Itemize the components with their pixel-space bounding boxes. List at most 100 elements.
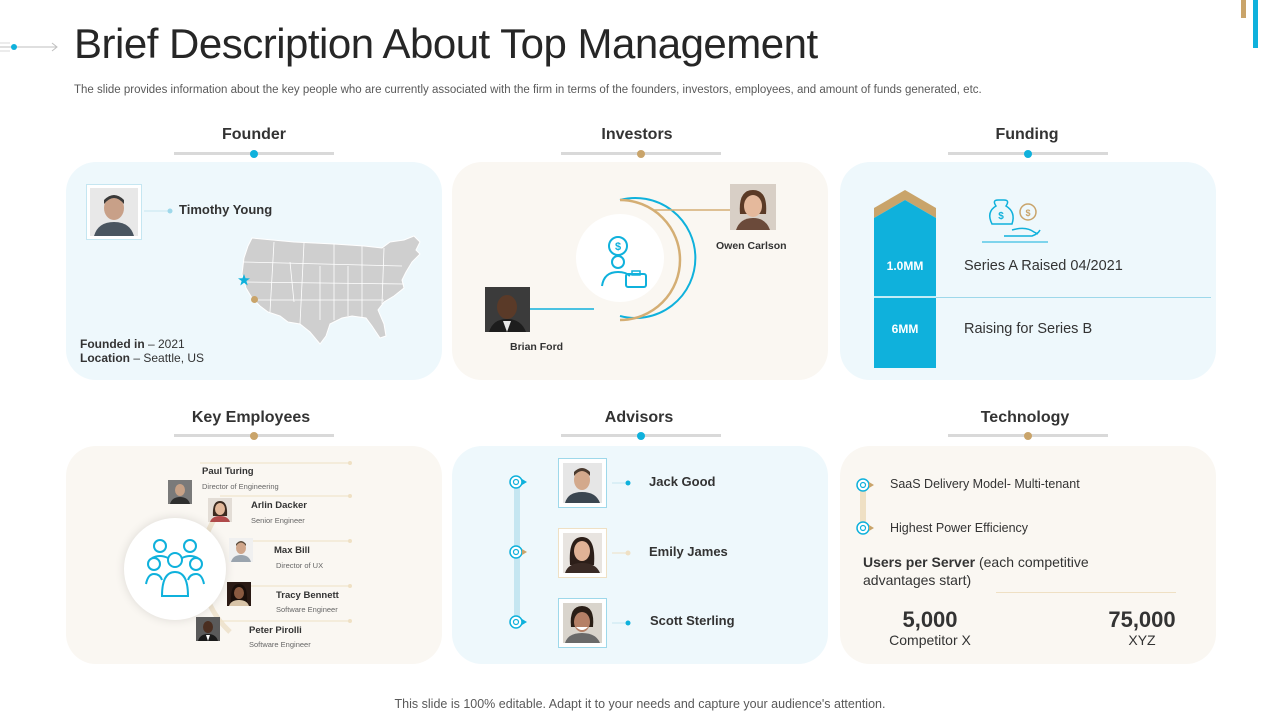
investor-avatar-brian xyxy=(485,287,530,332)
person-avatar-icon xyxy=(563,533,602,573)
key-employees-heading: Key Employees xyxy=(191,409,311,426)
users-per-server: Users per Server (each competitive advan… xyxy=(863,553,1163,589)
employee-role-arlin: Senior Engineer xyxy=(251,516,305,525)
location-marker xyxy=(251,296,258,303)
target-icon xyxy=(856,521,874,535)
person-avatar-icon xyxy=(208,498,232,522)
target-icon xyxy=(509,545,527,559)
person-avatar-icon xyxy=(196,617,220,641)
technology-panel xyxy=(840,446,1216,664)
users-per-server-label: Users per Server xyxy=(863,554,976,570)
advisor-avatar-emily xyxy=(558,528,607,578)
advisor-connector-emily xyxy=(612,550,631,556)
location-line: Location – Seattle, US xyxy=(80,351,204,365)
advisor-name-scott: Scott Sterling xyxy=(650,613,735,628)
target-icon xyxy=(509,615,527,629)
employee-name-paul: Paul Turing xyxy=(202,466,254,477)
employee-name-tracy: Tracy Bennett xyxy=(276,590,339,601)
corner-accent-blue xyxy=(1253,0,1258,48)
technology-heading-dot xyxy=(1024,432,1032,440)
founded-value: – 2021 xyxy=(144,337,185,351)
person-avatar-icon xyxy=(485,287,530,332)
stat-label-competitor: Competitor X xyxy=(889,632,971,648)
svg-text:$: $ xyxy=(998,211,1004,222)
employee-avatar-max xyxy=(229,538,253,562)
funding-text-2: Raising for Series B xyxy=(964,321,1093,337)
person-avatar-icon xyxy=(563,603,602,643)
advisor-connector-scott xyxy=(612,620,631,626)
funding-amount-2: 6MM xyxy=(891,322,919,336)
employee-avatar-paul xyxy=(168,480,192,504)
investors-heading-dot xyxy=(637,150,645,158)
technology-item-2: Highest Power Efficiency xyxy=(890,521,1029,535)
founder-heading: Founder xyxy=(222,126,286,143)
stats-divider xyxy=(996,592,1176,593)
funding-heading-dot xyxy=(1024,150,1032,158)
corner-accent-gold xyxy=(1241,0,1246,18)
users-per-server-note: (each competitive advantages start) xyxy=(863,554,1089,588)
founder-avatar xyxy=(86,184,142,240)
funding-amount-1: 1.0MM xyxy=(886,259,924,273)
funding-bar xyxy=(874,190,936,368)
funding-divider xyxy=(936,297,1211,298)
founder-connector xyxy=(144,208,173,214)
stat-value-xyz: 75,000 xyxy=(1108,607,1176,632)
employee-role-paul: Director of Engineering xyxy=(202,482,279,491)
svg-text:$: $ xyxy=(615,241,621,253)
team-circle xyxy=(124,518,226,620)
arrow-right-icon xyxy=(0,42,58,52)
investor-name-brian: Brian Ford xyxy=(510,341,564,353)
founded-label: Founded in xyxy=(80,337,145,351)
footer-note: This slide is 100% editable. Adapt it to… xyxy=(394,697,886,711)
page-title: Brief Description About Top Management xyxy=(74,20,818,67)
money-bag-icon: $ $ xyxy=(982,199,1048,243)
employee-avatar-arlin xyxy=(208,498,232,522)
investors-diagram xyxy=(530,197,732,322)
advisor-avatar-scott xyxy=(558,598,607,648)
star-icon xyxy=(238,274,250,286)
technology-timeline xyxy=(860,484,866,530)
person-avatar-icon xyxy=(168,480,192,504)
funding-text-1: Series A Raised 04/2021 xyxy=(964,258,1123,274)
person-avatar-icon xyxy=(563,463,602,503)
investors-heading: Investors xyxy=(601,126,673,143)
founder-heading-dot xyxy=(250,150,258,158)
target-icon xyxy=(509,475,527,489)
key-employees-heading-dot xyxy=(250,432,258,440)
advisor-avatar-jack xyxy=(558,458,607,508)
employee-name-peter: Peter Pirolli xyxy=(249,625,302,636)
svg-text:$: $ xyxy=(1025,208,1030,218)
employee-name-arlin: Arlin Dacker xyxy=(251,500,307,511)
employee-role-max: Director of UX xyxy=(276,561,324,570)
person-avatar-icon xyxy=(730,184,776,230)
advisors-heading: Advisors xyxy=(604,409,674,426)
founded-line: Founded in – 2021 xyxy=(80,337,185,351)
advisor-name-emily: Emily James xyxy=(649,544,728,559)
person-avatar-icon xyxy=(90,188,138,236)
team-icon xyxy=(145,539,205,597)
target-icon xyxy=(856,478,874,492)
stat-value-competitor: 5,000 xyxy=(902,607,958,632)
location-value: – Seattle, US xyxy=(130,351,205,365)
employee-name-max: Max Bill xyxy=(274,545,310,556)
us-map-icon xyxy=(241,235,421,345)
technology-item-1: SaaS Delivery Model- Multi-tenant xyxy=(890,477,1080,491)
advisor-name-jack: Jack Good xyxy=(649,474,716,489)
investor-icon: $ xyxy=(601,236,647,288)
founder-name: Timothy Young xyxy=(179,202,273,217)
stat-label-xyz: XYZ xyxy=(1128,632,1156,648)
person-avatar-icon xyxy=(229,538,253,562)
advisors-heading-dot xyxy=(637,432,645,440)
employee-role-tracy: Software Engineer xyxy=(276,605,338,614)
person-avatar-icon xyxy=(227,582,251,606)
investor-avatar-owen xyxy=(730,184,776,230)
technology-heading: Technology xyxy=(980,409,1070,426)
employee-role-peter: Software Engineer xyxy=(249,640,311,649)
employee-avatar-peter xyxy=(196,617,220,641)
investor-name-owen: Owen Carlson xyxy=(716,240,787,252)
funding-heading: Funding xyxy=(995,126,1059,143)
advisor-connector-jack xyxy=(612,480,631,486)
page-subtitle: The slide provides information about the… xyxy=(74,84,982,96)
location-label: Location xyxy=(80,351,130,365)
employee-avatar-tracy xyxy=(227,582,251,606)
